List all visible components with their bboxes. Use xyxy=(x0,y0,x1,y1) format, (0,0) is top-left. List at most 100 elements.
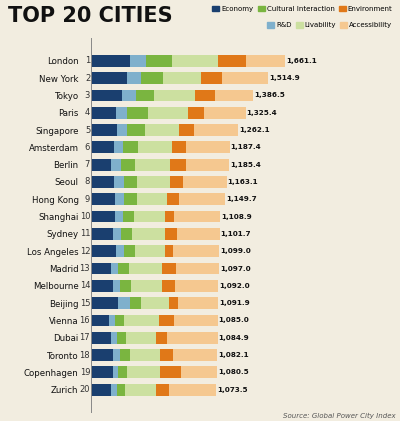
Legend: R&D, Livability, Accessibility: R&D, Livability, Accessibility xyxy=(267,22,392,29)
Bar xyxy=(121,228,132,240)
Bar xyxy=(91,366,113,378)
Bar xyxy=(178,193,225,205)
Bar xyxy=(178,124,194,136)
Bar xyxy=(130,349,160,361)
Bar xyxy=(112,159,121,171)
Bar xyxy=(172,141,186,153)
Bar xyxy=(165,210,174,222)
Text: 1,073.5: 1,073.5 xyxy=(217,386,248,393)
Bar xyxy=(136,90,154,101)
Bar xyxy=(115,210,123,222)
Bar xyxy=(136,159,170,171)
Text: 20: 20 xyxy=(80,385,90,394)
Bar xyxy=(118,366,127,378)
Text: 1,386.5: 1,386.5 xyxy=(254,93,285,99)
Text: 7: 7 xyxy=(85,160,90,169)
Text: 6: 6 xyxy=(85,143,90,152)
Bar xyxy=(117,332,126,344)
Bar xyxy=(127,72,141,84)
Bar xyxy=(127,107,148,119)
Bar xyxy=(113,228,121,240)
Text: 1,085.0: 1,085.0 xyxy=(218,317,249,323)
Text: 4: 4 xyxy=(85,108,90,117)
Bar xyxy=(91,176,114,188)
Bar xyxy=(131,280,162,292)
Bar xyxy=(91,228,113,240)
Bar xyxy=(162,263,176,274)
Text: 1: 1 xyxy=(85,56,90,65)
Bar xyxy=(186,141,230,153)
Bar xyxy=(137,176,170,188)
Bar xyxy=(156,384,169,396)
Bar xyxy=(115,314,124,326)
Bar xyxy=(148,107,188,119)
Bar xyxy=(183,176,227,188)
Text: TOP 20 CITIES: TOP 20 CITIES xyxy=(8,6,173,27)
Bar xyxy=(170,159,186,171)
Bar xyxy=(173,245,219,257)
Bar xyxy=(188,107,204,119)
Text: 1,099.0: 1,099.0 xyxy=(220,248,251,254)
Bar xyxy=(118,297,130,309)
Text: 1,262.1: 1,262.1 xyxy=(239,127,270,133)
Text: 18: 18 xyxy=(80,351,90,360)
Bar xyxy=(113,366,118,378)
Bar xyxy=(138,141,172,153)
Bar xyxy=(145,124,178,136)
Bar xyxy=(91,72,127,84)
Text: 3: 3 xyxy=(85,91,90,100)
Text: 1,091.9: 1,091.9 xyxy=(219,300,250,306)
Bar xyxy=(112,263,118,274)
Text: 8: 8 xyxy=(85,178,90,187)
Bar xyxy=(124,193,136,205)
Bar xyxy=(126,332,156,344)
Bar xyxy=(125,384,156,396)
Bar xyxy=(194,124,238,136)
Bar xyxy=(124,314,159,326)
Bar xyxy=(218,55,246,67)
Bar xyxy=(141,297,169,309)
Text: 1,084.9: 1,084.9 xyxy=(218,335,249,341)
Bar xyxy=(91,332,112,344)
Text: 12: 12 xyxy=(80,247,90,256)
Bar xyxy=(91,280,113,292)
Bar xyxy=(130,297,141,309)
Bar xyxy=(178,228,220,240)
Bar xyxy=(176,263,219,274)
Bar xyxy=(156,332,168,344)
Bar xyxy=(91,349,113,361)
Bar xyxy=(154,90,196,101)
Text: 1,163.1: 1,163.1 xyxy=(228,179,258,185)
Bar xyxy=(172,55,218,67)
Bar xyxy=(115,193,124,205)
Text: 1,097.0: 1,097.0 xyxy=(220,266,251,272)
Bar xyxy=(129,263,162,274)
Text: 2: 2 xyxy=(85,74,90,83)
Bar xyxy=(111,384,117,396)
Text: 1,092.0: 1,092.0 xyxy=(220,283,250,289)
Text: 5: 5 xyxy=(85,125,90,135)
Bar xyxy=(91,124,117,136)
Bar xyxy=(181,366,217,378)
Bar xyxy=(91,245,116,257)
Bar xyxy=(91,90,122,101)
Bar xyxy=(173,349,217,361)
Bar xyxy=(91,55,130,67)
Bar xyxy=(122,141,138,153)
Bar xyxy=(91,384,111,396)
Bar xyxy=(162,280,175,292)
Bar xyxy=(196,90,215,101)
Bar xyxy=(118,263,129,274)
Bar xyxy=(160,349,173,361)
Bar xyxy=(164,245,173,257)
Bar xyxy=(91,107,116,119)
Bar xyxy=(215,90,253,101)
Bar xyxy=(169,384,216,396)
Bar xyxy=(91,210,115,222)
Bar xyxy=(127,366,160,378)
Text: 14: 14 xyxy=(80,281,90,290)
Bar xyxy=(91,193,115,205)
Bar xyxy=(91,263,112,274)
Bar xyxy=(165,228,178,240)
Bar xyxy=(130,55,146,67)
